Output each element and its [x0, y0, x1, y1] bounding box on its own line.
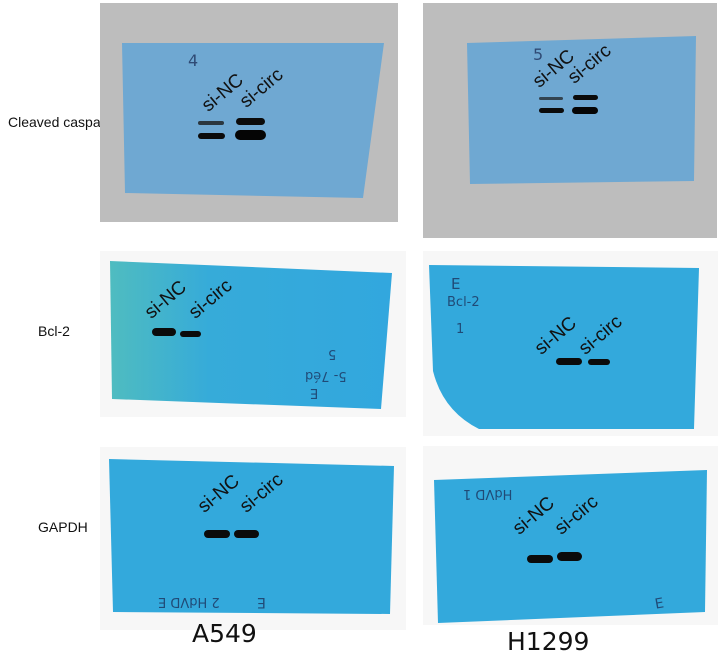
band-si-circ [180, 331, 201, 337]
band-si-nc [204, 530, 230, 538]
band-si-circ-upper [573, 95, 598, 100]
band-si-circ [234, 530, 259, 538]
membrane-gapdh-h1299 [434, 470, 707, 623]
band-si-nc-upper [198, 121, 224, 125]
band-si-circ [557, 552, 582, 561]
handwritten-mark: 5 [328, 346, 337, 361]
handwritten-mark: HdVD 1 [463, 486, 513, 501]
band-si-nc-lower [198, 133, 225, 139]
band-si-circ-upper [236, 118, 265, 125]
column-label-h1299: H1299 [507, 627, 590, 656]
handwritten-mark: E [257, 594, 266, 610]
handwritten-mark: 5 [533, 45, 544, 64]
blot-panel-gapdh-a549: si-NC si-circ 2 HdVD E E [100, 447, 406, 630]
membrane-caspase-h1299 [467, 36, 696, 184]
band-si-nc [152, 328, 176, 336]
blot-panel-caspase-h1299: 5 si-NC si-circ [423, 3, 717, 238]
band-si-nc [527, 555, 553, 563]
blot-panel-bcl2-a549: si-NC si-circ 5 5- 7éd E [100, 251, 406, 417]
row-label-gapdh: GAPDH [38, 519, 88, 535]
band-si-nc-lower [539, 108, 564, 113]
blot-panel-caspase-a549: 4 si-NC si-circ [100, 3, 398, 222]
handwritten-mark: 5- 7éd [305, 368, 347, 383]
membrane-gapdh-a549 [109, 459, 394, 614]
handwritten-mark: 2 HdVD E [158, 594, 220, 609]
handwritten-mark: 1 [456, 322, 465, 337]
blot-panel-gapdh-h1299: HdVD 1 si-NC si-circ E [423, 446, 718, 625]
handwritten-mark: E [451, 275, 461, 293]
handwritten-mark: 4 [188, 51, 199, 70]
membrane-bcl2-a549 [110, 261, 392, 409]
band-si-circ-lower [572, 107, 598, 114]
membrane-bcl2-h1299 [429, 265, 699, 429]
row-label-cleaved-caspase3: Cleaved caspase 3 [8, 114, 128, 130]
handwritten-mark: Bcl-2 [447, 295, 480, 310]
blot-panel-bcl2-h1299: E Bcl-2 1 si-NC si-circ [423, 251, 718, 436]
band-si-circ [588, 359, 610, 365]
band-si-circ-lower [235, 130, 266, 140]
band-si-nc [556, 358, 582, 365]
handwritten-mark: E [310, 385, 319, 400]
column-label-a549: A549 [192, 619, 257, 648]
band-si-nc-upper [539, 97, 563, 100]
row-label-bcl2: Bcl-2 [38, 323, 70, 339]
